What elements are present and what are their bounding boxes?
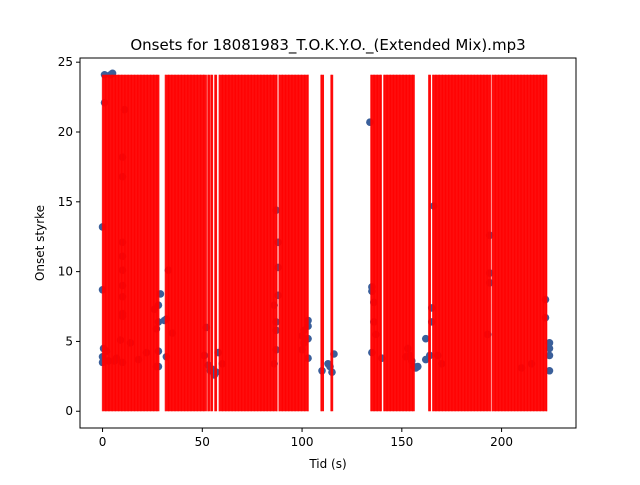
x-axis: 0 50 100 150 200 bbox=[99, 428, 513, 449]
y-tick-label: 20 bbox=[58, 125, 73, 139]
onset-band bbox=[428, 74, 431, 412]
onset-point bbox=[413, 362, 422, 371]
chart-title: Onsets for 18081983_T.O.K.Y.O._(Extended… bbox=[130, 36, 525, 55]
onset-band bbox=[492, 74, 548, 412]
plot-frame bbox=[79, 57, 577, 429]
y-tick-label: 25 bbox=[58, 55, 73, 69]
onset-point bbox=[545, 339, 554, 347]
y-axis-label: Onset styrke bbox=[33, 205, 47, 281]
y-tick-label: 0 bbox=[65, 404, 73, 418]
y-axis: 0 5 10 15 20 25 bbox=[58, 55, 80, 418]
x-tick-label: 200 bbox=[490, 435, 513, 449]
onset-point bbox=[545, 351, 554, 360]
onset-band bbox=[279, 74, 309, 412]
onset-band bbox=[321, 74, 325, 412]
onset-band bbox=[210, 74, 214, 412]
onset-band bbox=[330, 74, 334, 412]
x-tick-label: 150 bbox=[390, 435, 413, 449]
y-tick-label: 10 bbox=[58, 265, 73, 279]
x-axis-label: Tid (s) bbox=[308, 457, 346, 471]
x-tick-label: 50 bbox=[195, 435, 210, 449]
y-tick-label: 15 bbox=[58, 195, 73, 209]
onset-band bbox=[207, 74, 211, 412]
onset-band bbox=[214, 74, 218, 412]
onset-point bbox=[545, 344, 554, 353]
onset-point bbox=[421, 334, 430, 343]
x-tick-label: 0 bbox=[99, 435, 107, 449]
onset-point bbox=[545, 366, 554, 375]
y-tick-label: 5 bbox=[65, 334, 73, 348]
onset-lines bbox=[101, 74, 548, 412]
x-tick-label: 100 bbox=[291, 435, 314, 449]
onset-band bbox=[370, 74, 382, 412]
